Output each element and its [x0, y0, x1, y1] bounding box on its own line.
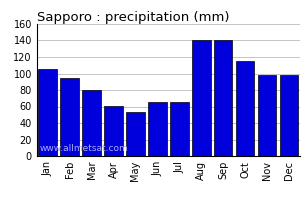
Text: Sapporo : precipitation (mm): Sapporo : precipitation (mm) [37, 11, 229, 24]
Bar [60, 78, 79, 156]
Bar [258, 75, 276, 156]
Bar [104, 106, 123, 156]
Text: www.allmetsat.com: www.allmetsat.com [39, 144, 128, 153]
Bar [214, 40, 233, 156]
Bar [82, 90, 101, 156]
Bar [126, 112, 145, 156]
Bar [37, 24, 300, 156]
Bar [148, 102, 167, 156]
Bar [192, 40, 211, 156]
Bar [170, 102, 188, 156]
Bar [236, 61, 254, 156]
Bar [280, 75, 298, 156]
Bar [38, 69, 57, 156]
